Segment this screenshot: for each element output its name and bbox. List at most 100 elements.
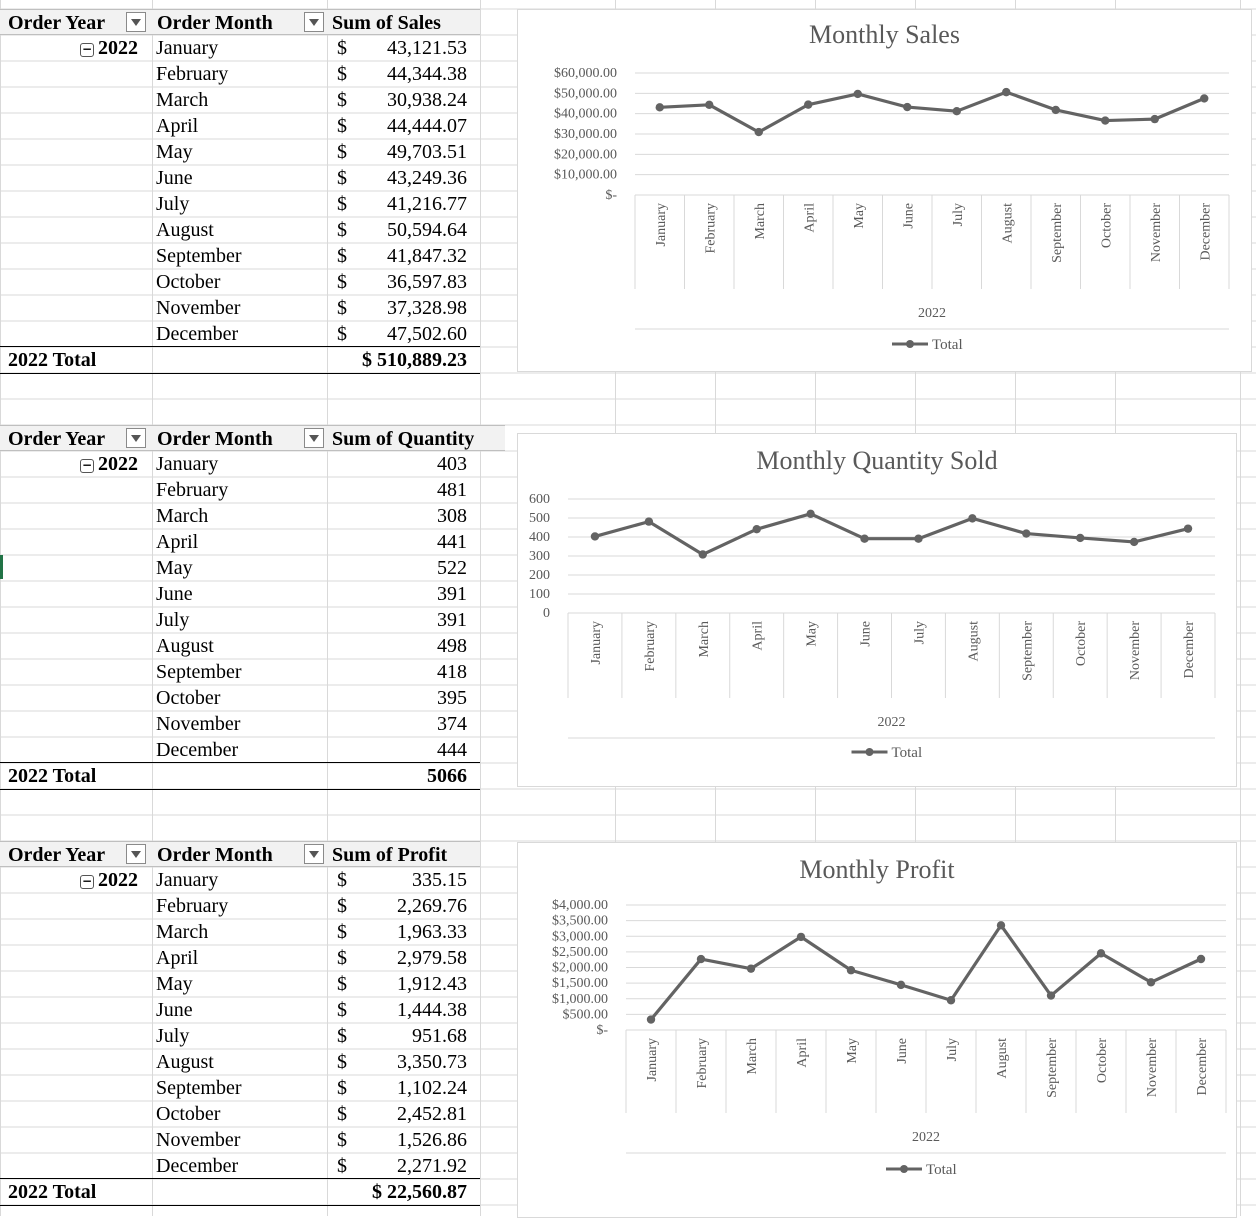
y-tick-label: $4,000.00 — [552, 898, 608, 913]
data-point[interactable] — [914, 534, 923, 543]
month-label: March — [156, 89, 209, 111]
data-point[interactable] — [590, 532, 600, 541]
data-point[interactable] — [860, 534, 869, 543]
data-point[interactable] — [968, 514, 977, 523]
data-point[interactable] — [846, 966, 856, 975]
y-tick-label: 300 — [529, 549, 550, 564]
data-point[interactable] — [752, 525, 761, 534]
data-point[interactable] — [1002, 87, 1011, 97]
collapse-icon[interactable]: − — [80, 42, 94, 57]
chart-title: Monthly Quantity Sold — [756, 446, 998, 475]
data-point[interactable] — [646, 1015, 656, 1024]
x-tick-label: September — [1020, 621, 1035, 681]
value-cell: 44,444.07 — [387, 115, 467, 137]
data-point[interactable] — [1051, 105, 1060, 115]
value-cell: 391 — [437, 583, 467, 605]
month-label: February — [156, 479, 229, 501]
year-text: 2022 — [98, 37, 138, 59]
data-point[interactable] — [903, 102, 912, 112]
data-point[interactable] — [1146, 978, 1156, 987]
data-point[interactable] — [996, 921, 1006, 930]
month-label: December — [156, 739, 239, 761]
data-point[interactable] — [746, 964, 756, 973]
data-point[interactable] — [696, 954, 706, 964]
data-point[interactable] — [1022, 529, 1031, 538]
data-point[interactable] — [946, 996, 956, 1005]
value-cell: 3,350.73 — [397, 1051, 467, 1073]
month-label: July — [156, 193, 190, 215]
x-tick-label: October — [1074, 621, 1089, 666]
order-year-filter-button[interactable] — [126, 844, 146, 864]
data-point[interactable] — [853, 89, 862, 99]
value-cell: 395 — [437, 687, 467, 709]
data-point[interactable] — [1129, 537, 1139, 547]
month-label: June — [156, 583, 193, 605]
data-point[interactable] — [1101, 116, 1110, 125]
data-point[interactable] — [1200, 94, 1209, 103]
collapse-icon[interactable]: − — [80, 458, 94, 473]
order-year-header: Order Year — [8, 844, 106, 866]
data-point[interactable] — [698, 550, 707, 559]
y-tick-label: $20,000.00 — [554, 147, 617, 162]
total-label: 2022 Total — [8, 349, 97, 371]
order-month-filter-button[interactable] — [304, 844, 324, 864]
month-label: December — [156, 1155, 239, 1177]
data-point[interactable] — [796, 932, 806, 942]
month-label: August — [156, 1051, 214, 1073]
total-bottom-border — [0, 789, 480, 790]
order-year-filter-button[interactable] — [126, 428, 146, 448]
data-point[interactable] — [1150, 114, 1159, 124]
line-chart[interactable]: Monthly Quantity Sold 0 100 200 300 400 500 600… — [517, 433, 1237, 787]
data-point[interactable] — [1096, 949, 1106, 958]
y-tick-label: $2,500.00 — [552, 945, 608, 960]
value-cell: 391 — [437, 609, 467, 631]
x-tick-label: August — [995, 1038, 1010, 1079]
data-point[interactable] — [952, 106, 961, 116]
value-cell: 37,328.98 — [387, 297, 467, 319]
value-cell: 2,269.76 — [397, 895, 467, 917]
order-year-filter-button[interactable] — [126, 12, 146, 32]
data-point[interactable] — [1076, 533, 1085, 543]
data-point[interactable] — [806, 509, 815, 519]
currency-symbol: $ — [337, 245, 347, 267]
currency-symbol: $ — [337, 89, 347, 111]
month-label: May — [156, 973, 193, 995]
value-cell: 335.15 — [412, 869, 467, 891]
pivot-header-row: Order Year Order Month Sum of Quantity — [0, 425, 505, 451]
data-point[interactable] — [705, 100, 714, 110]
x-tick-label: March — [753, 203, 768, 240]
series-line[interactable] — [594, 512, 1189, 557]
data-point[interactable] — [896, 980, 906, 990]
x-tick-label: May — [805, 621, 820, 647]
order-month-filter-button[interactable] — [304, 428, 324, 448]
x-tick-label: October — [1095, 1038, 1110, 1083]
data-point[interactable] — [1183, 524, 1193, 533]
y-tick-label: $3,500.00 — [552, 914, 608, 929]
series-line[interactable] — [649, 923, 1202, 1021]
line-chart[interactable]: Monthly Profit $- $500.00 $1,000.00 $1,500.0… — [517, 842, 1237, 1218]
order-month-filter-button[interactable] — [304, 12, 324, 32]
value-cell: 1,963.33 — [397, 921, 467, 943]
data-point[interactable] — [1196, 954, 1206, 964]
month-label: October — [156, 1103, 221, 1125]
chart-plot: $- $10,000.00 $20,000.00 $30,000.00 $40,000.… — [554, 66, 1230, 353]
collapse-icon[interactable]: − — [80, 874, 94, 889]
total-value: 5066 — [427, 765, 467, 787]
series-line[interactable] — [659, 90, 1205, 134]
y-tick-label: $- — [596, 1023, 608, 1038]
data-point[interactable] — [644, 517, 654, 526]
x-tick-label: March — [697, 621, 712, 658]
data-point[interactable] — [754, 127, 763, 137]
x-tick-label: December — [1195, 1038, 1210, 1096]
value-cell: 30,938.24 — [387, 89, 467, 111]
line-chart[interactable]: Monthly Sales $- $10,000.00 $20,000.00 $30,0… — [517, 9, 1252, 372]
data-point[interactable] — [655, 103, 664, 112]
data-point[interactable] — [1046, 991, 1056, 1000]
month-label: July — [156, 609, 190, 631]
x-tick-label: June — [895, 1038, 910, 1064]
data-point[interactable] — [804, 100, 813, 109]
currency-symbol: $ — [337, 219, 347, 241]
value-cell: 2,452.81 — [397, 1103, 467, 1125]
value-cell: 403 — [437, 453, 467, 475]
currency-symbol: $ — [337, 271, 347, 293]
